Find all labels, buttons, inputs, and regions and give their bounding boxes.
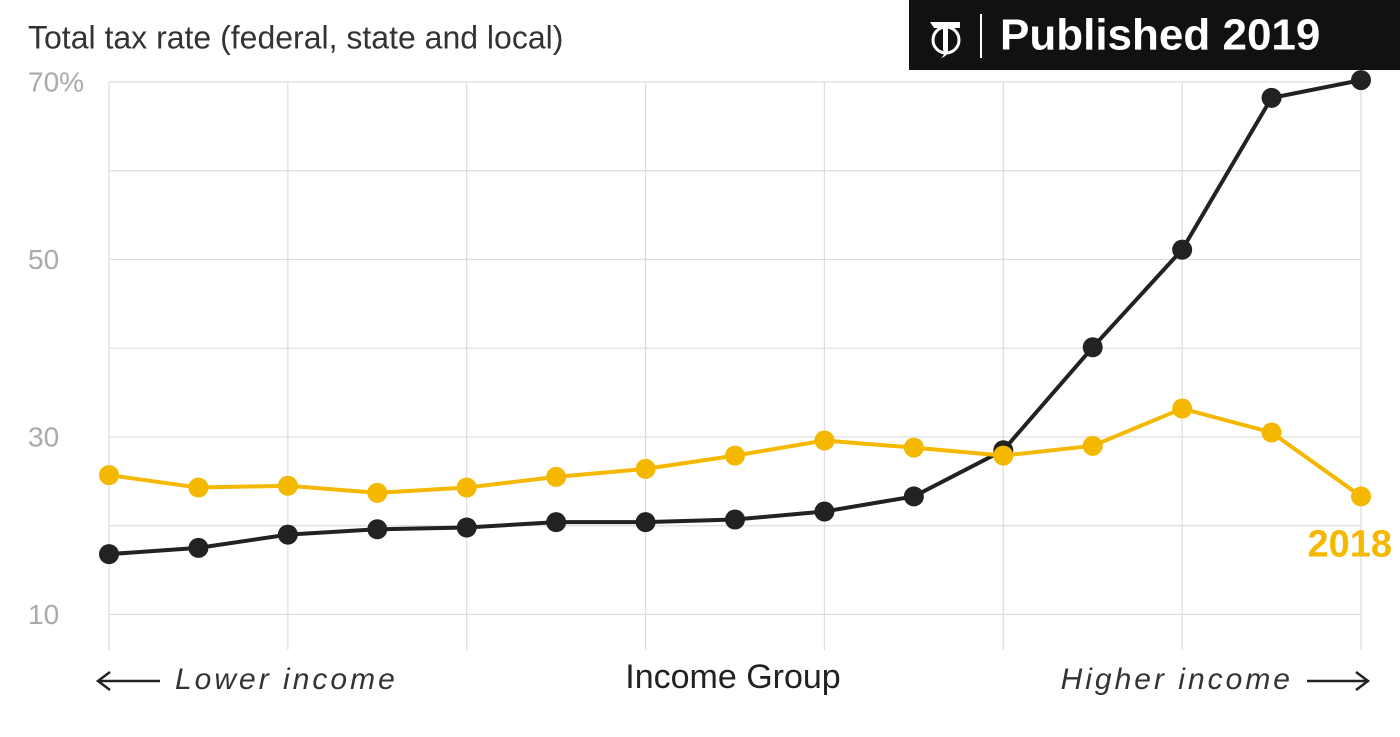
data-point bbox=[188, 537, 209, 558]
data-point bbox=[635, 512, 656, 533]
y-tick-label: 10 bbox=[28, 599, 59, 630]
y-tick-label: 70% bbox=[28, 66, 84, 97]
left-arrow bbox=[95, 671, 160, 691]
data-point bbox=[1261, 87, 1282, 108]
data-point bbox=[99, 544, 119, 565]
y-tick-label: 50 bbox=[28, 244, 59, 275]
x-right-label: Higher income bbox=[1061, 663, 1293, 696]
data-point bbox=[367, 482, 388, 503]
data-point bbox=[1351, 70, 1371, 91]
grid bbox=[108, 81, 1362, 650]
data-point bbox=[993, 445, 1014, 466]
data-point bbox=[277, 475, 298, 496]
right-arrow bbox=[1307, 671, 1371, 691]
series-label: 2018 bbox=[1307, 523, 1392, 565]
data-point bbox=[903, 486, 924, 507]
x-axis-title: Income Group bbox=[625, 658, 840, 696]
badge-text: Published 2019 bbox=[1000, 11, 1320, 60]
data-point bbox=[1082, 435, 1103, 456]
data-point bbox=[456, 517, 477, 538]
data-point bbox=[99, 465, 119, 486]
data-point bbox=[1351, 486, 1371, 507]
data-point bbox=[814, 430, 835, 451]
data-point bbox=[546, 466, 567, 487]
data-point bbox=[1172, 398, 1193, 419]
chart-title: Total tax rate (federal, state and local… bbox=[28, 19, 563, 55]
data-point bbox=[188, 477, 209, 498]
data-point bbox=[546, 512, 567, 533]
data-point bbox=[1261, 422, 1282, 443]
data-point bbox=[903, 437, 924, 458]
data-point bbox=[367, 519, 388, 540]
data-point bbox=[635, 458, 656, 479]
data-point bbox=[1082, 337, 1103, 358]
x-left-label: Lower income bbox=[175, 663, 398, 696]
y-tick-label: 30 bbox=[28, 421, 59, 452]
data-point bbox=[725, 509, 745, 530]
data-point bbox=[277, 524, 298, 545]
badge-background bbox=[909, 0, 1400, 70]
data-point bbox=[814, 501, 835, 522]
data-point bbox=[1172, 239, 1193, 260]
data-point bbox=[456, 477, 477, 498]
data-point bbox=[725, 445, 745, 466]
nyt-logo bbox=[930, 22, 961, 58]
